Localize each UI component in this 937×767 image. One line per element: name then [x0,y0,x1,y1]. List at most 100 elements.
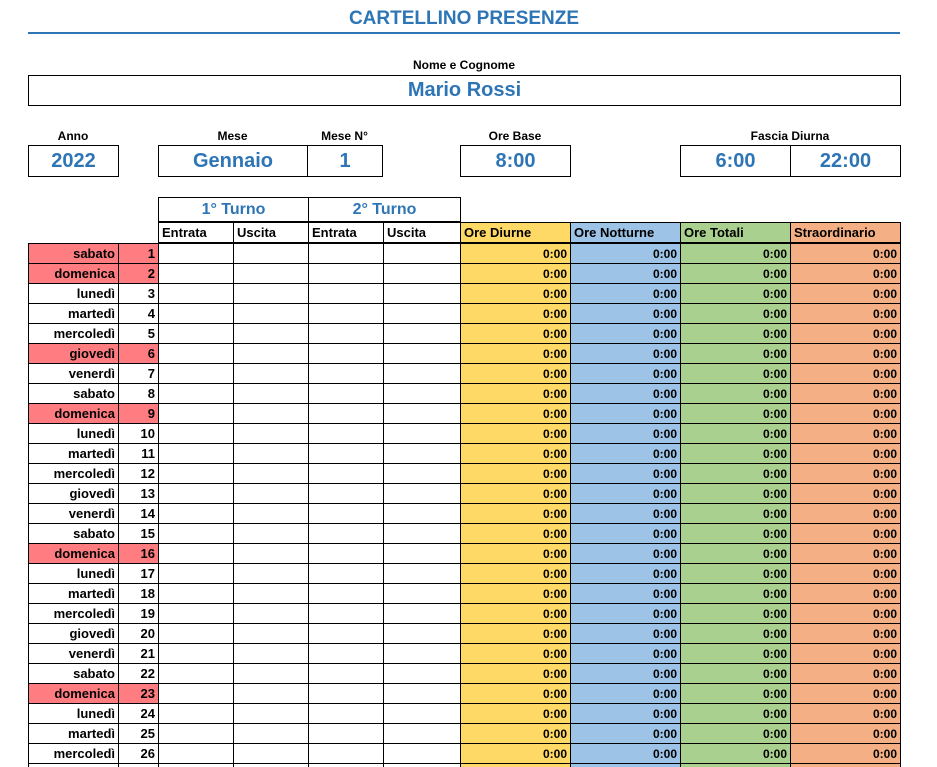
name-value: Mario Rossi [28,75,901,106]
hours-value: 0:00 [790,463,901,484]
time-input [158,243,234,264]
day-number: 10 [118,423,159,444]
time-input [158,523,234,544]
time-input [308,643,384,664]
hours-value: 0:00 [570,623,681,644]
hours-value: 0:00 [570,463,681,484]
hours-value: 0:00 [460,263,571,284]
time-input [308,483,384,504]
time-input [383,723,461,744]
day-number: 15 [118,523,159,544]
day-name: sabato [28,383,119,404]
time-input [158,343,234,364]
hours-value: 0:00 [570,643,681,664]
time-input [233,723,309,744]
hours-value: 0:00 [570,303,681,324]
hours-value: 0:00 [570,263,681,284]
field-value: 1 [307,145,383,177]
time-input [158,603,234,624]
time-input [308,683,384,704]
time-input [158,363,234,384]
time-input [383,603,461,624]
hours-value: 0:00 [460,363,571,384]
time-input [158,663,234,684]
hours-value: 0:00 [680,663,791,684]
column-header: Uscita [383,222,461,243]
hours-value: 0:00 [570,563,681,584]
time-input [233,643,309,664]
time-input [308,663,384,684]
day-name: sabato [28,663,119,684]
hours-value: 0:00 [680,623,791,644]
column-header: Ore Totali [680,222,791,243]
time-input [308,523,384,544]
day-name: martedì [28,723,119,744]
time-input [158,423,234,444]
day-name: martedì [28,583,119,604]
hours-value: 0:00 [460,603,571,624]
column-header: Ore Notturne [570,222,681,243]
time-input [308,263,384,284]
hours-value: 0:00 [790,383,901,404]
time-input [233,503,309,524]
hours-value: 0:00 [790,323,901,344]
hours-value: 0:00 [790,643,901,664]
day-name: domenica [28,683,119,704]
hours-value: 0:00 [790,243,901,264]
time-input [233,283,309,304]
day-number: 20 [118,623,159,644]
time-input [308,703,384,724]
hours-value: 0:00 [680,683,791,704]
time-input [308,283,384,304]
day-name: sabato [28,243,119,264]
hours-value: 0:00 [570,743,681,764]
hours-value: 0:00 [570,423,681,444]
hours-value: 0:00 [570,663,681,684]
column-header: Entrata [158,222,234,243]
day-name: venerdì [28,503,119,524]
time-input [383,683,461,704]
day-name: domenica [28,263,119,284]
time-input [158,503,234,524]
field-value: 6:00 [680,145,791,177]
hours-value: 0:00 [460,643,571,664]
time-input [233,703,309,724]
day-number: 23 [118,683,159,704]
hours-value: 0:00 [570,283,681,304]
hours-value: 0:00 [790,543,901,564]
field-value: 2022 [28,145,119,177]
field-label: Anno [57,129,89,143]
hours-value: 0:00 [460,423,571,444]
time-input [233,603,309,624]
hours-value: 0:00 [460,583,571,604]
hours-value: 0:00 [790,623,901,644]
title-rule [28,32,900,34]
field-label: Mese N° [321,129,368,143]
hours-value: 0:00 [570,523,681,544]
hours-value: 0:00 [570,723,681,744]
hours-value: 0:00 [570,443,681,464]
time-input [308,603,384,624]
time-input [383,623,461,644]
time-input [233,403,309,424]
day-number: 1 [118,243,159,264]
day-number: 5 [118,323,159,344]
hours-value: 0:00 [570,603,681,624]
time-input [158,623,234,644]
time-input [383,423,461,444]
time-input [158,303,234,324]
time-input [383,383,461,404]
hours-value: 0:00 [680,443,791,464]
time-input [233,663,309,684]
day-number: 26 [118,743,159,764]
column-header: Entrata [308,222,384,243]
hours-value: 0:00 [680,603,791,624]
hours-value: 0:00 [790,303,901,324]
hours-value: 0:00 [680,483,791,504]
hours-value: 0:00 [570,683,681,704]
hours-value: 0:00 [790,283,901,304]
day-name: lunedì [28,423,119,444]
hours-value: 0:00 [460,343,571,364]
time-input [158,543,234,564]
